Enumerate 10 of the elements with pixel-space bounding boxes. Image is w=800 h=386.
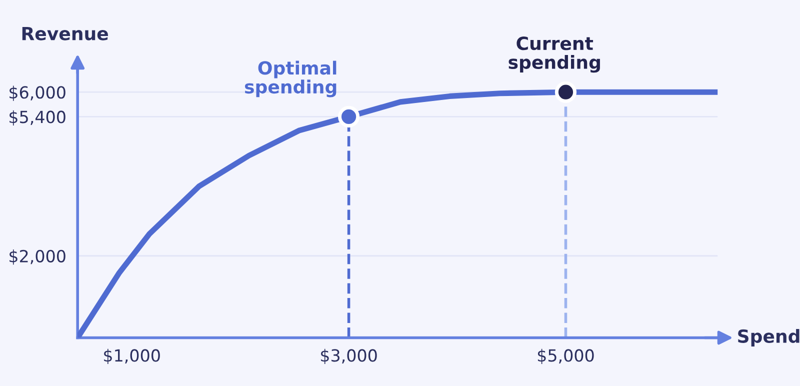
y-tick-label: $6,000 [10,86,66,101]
x-axis-title: Spend [738,329,800,346]
y-axis-title: Revenue [22,26,108,40]
y-tick-label: $5,400 [10,110,66,126]
x-tick-label: $1,000 [104,348,160,364]
x-tick-label: $3,000 [321,348,377,364]
y-tick-label: $2,000 [10,250,66,265]
annotation: Current spending [508,36,600,73]
x-tick-label: $5,000 [538,348,594,364]
annotation: Optimal spending [244,60,336,98]
